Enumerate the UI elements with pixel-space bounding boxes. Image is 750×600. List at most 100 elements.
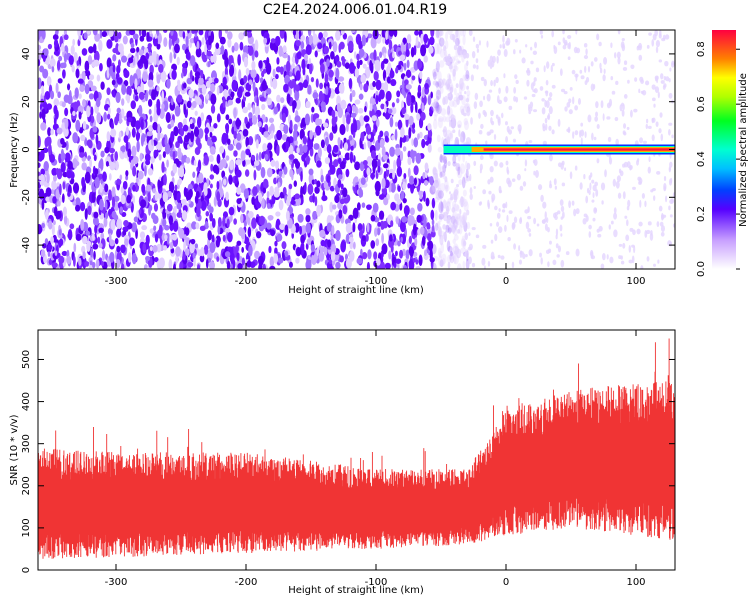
heatmap-cell xyxy=(295,246,302,257)
heatmap-cell xyxy=(311,106,315,113)
heatmap-cell xyxy=(598,41,602,47)
heatmap-cell xyxy=(419,226,425,235)
heatmap-cell xyxy=(248,244,253,257)
heatmap-cell xyxy=(305,222,311,234)
heatmap-cell xyxy=(640,265,644,269)
colorbar xyxy=(712,30,736,269)
heatmap-cell xyxy=(607,136,612,143)
heatmap-cell xyxy=(392,51,395,59)
heatmap-cell xyxy=(189,241,195,254)
heatmap-cell xyxy=(168,37,172,50)
heatmap-cell xyxy=(210,125,215,132)
heatmap-cell xyxy=(268,245,272,254)
heatmap-cell xyxy=(429,36,435,46)
heatmap-cell xyxy=(446,205,450,215)
heatmap-cell xyxy=(305,44,312,56)
heatmap-cell xyxy=(254,105,261,117)
snr-x-tick-label: 100 xyxy=(626,577,645,588)
heatmap-cell xyxy=(157,141,161,151)
heatmap-cell xyxy=(660,73,664,80)
heatmap-cell xyxy=(177,147,182,156)
heatmap-cell xyxy=(172,150,176,162)
colorbar-tick-label: 0.6 xyxy=(696,96,707,112)
heatmap-y-tick-label: 40 xyxy=(21,48,32,61)
heatmap-cell xyxy=(139,152,143,162)
heatmap-cell xyxy=(166,78,171,89)
heatmap-cell xyxy=(335,30,341,41)
heatmap-cell xyxy=(177,135,183,144)
heatmap-cell xyxy=(187,261,194,268)
heatmap-cell xyxy=(335,230,341,242)
heatmap-cell xyxy=(317,42,323,50)
heatmap-cell xyxy=(561,182,566,187)
heatmap-cell xyxy=(70,45,75,55)
heatmap-cell xyxy=(123,135,129,143)
heatmap-cell xyxy=(436,83,442,96)
heatmap-cell xyxy=(166,159,169,168)
heatmap-y-tick-label: -40 xyxy=(21,237,32,253)
heatmap-cell xyxy=(203,154,209,166)
heatmap-cell xyxy=(405,249,410,260)
heatmap-cell xyxy=(135,177,139,184)
heatmap-cell xyxy=(498,208,501,212)
heatmap-cell xyxy=(437,190,444,199)
heatmap-cell xyxy=(294,89,300,101)
heatmap-cell xyxy=(530,46,533,51)
heatmap-cell xyxy=(553,178,557,186)
heatmap-cell xyxy=(347,40,354,52)
heatmap-cell xyxy=(455,213,461,220)
heatmap-cell xyxy=(408,215,415,223)
heatmap-cell xyxy=(107,227,113,236)
heatmap-cell xyxy=(266,97,272,106)
heatmap-cell xyxy=(128,237,136,247)
heatmap-cell xyxy=(239,41,244,51)
heatmap-cell xyxy=(285,60,291,73)
heatmap-cell xyxy=(587,65,591,73)
heatmap-cell xyxy=(315,78,319,88)
heatmap-cell xyxy=(525,254,528,258)
heatmap-cell xyxy=(375,94,379,105)
heatmap-cell xyxy=(638,88,641,94)
heatmap-cell xyxy=(522,181,527,187)
heatmap-cell xyxy=(141,30,147,38)
heatmap-cell xyxy=(81,235,88,245)
heatmap-cell xyxy=(455,213,462,226)
heatmap-cell xyxy=(156,260,162,269)
heatmap-cell xyxy=(289,119,293,131)
heatmap-cell xyxy=(140,54,147,64)
heatmap-cell xyxy=(182,124,189,132)
heatmap-cell xyxy=(580,129,585,137)
heatmap-cell xyxy=(462,199,468,207)
heatmap-cell xyxy=(138,209,142,215)
heatmap-cell xyxy=(433,179,440,189)
heatmap-cell xyxy=(639,137,644,144)
heatmap-cell xyxy=(222,234,226,242)
heatmap-cell xyxy=(253,160,260,167)
heatmap-cell xyxy=(62,181,66,190)
heatmap-cell xyxy=(213,77,219,84)
heatmap-cell xyxy=(452,129,456,134)
heatmap-cell xyxy=(490,251,495,260)
heatmap-cell xyxy=(487,202,490,210)
heatmap-cell xyxy=(102,171,107,182)
heatmap-cell xyxy=(488,89,493,93)
heatmap-cell xyxy=(267,142,273,151)
heatmap-cell xyxy=(265,62,272,75)
heatmap-cell xyxy=(349,240,354,250)
heatmap-cell xyxy=(236,89,241,98)
heatmap-cell xyxy=(442,211,449,222)
heatmap-cell xyxy=(73,51,78,63)
heatmap-cell xyxy=(95,97,101,108)
heatmap-cell xyxy=(528,104,531,109)
heatmap-cell xyxy=(358,187,363,198)
heatmap-cell xyxy=(138,104,143,117)
heatmap-cell xyxy=(294,193,301,200)
heatmap-cell xyxy=(248,79,253,85)
heatmap-cell xyxy=(452,238,456,245)
heatmap-cell xyxy=(415,259,419,265)
heatmap-cell xyxy=(315,118,321,126)
heatmap-cell xyxy=(401,79,405,88)
heatmap-cell xyxy=(647,166,651,174)
heatmap-cell xyxy=(167,191,173,198)
heatmap-cell xyxy=(110,218,116,231)
